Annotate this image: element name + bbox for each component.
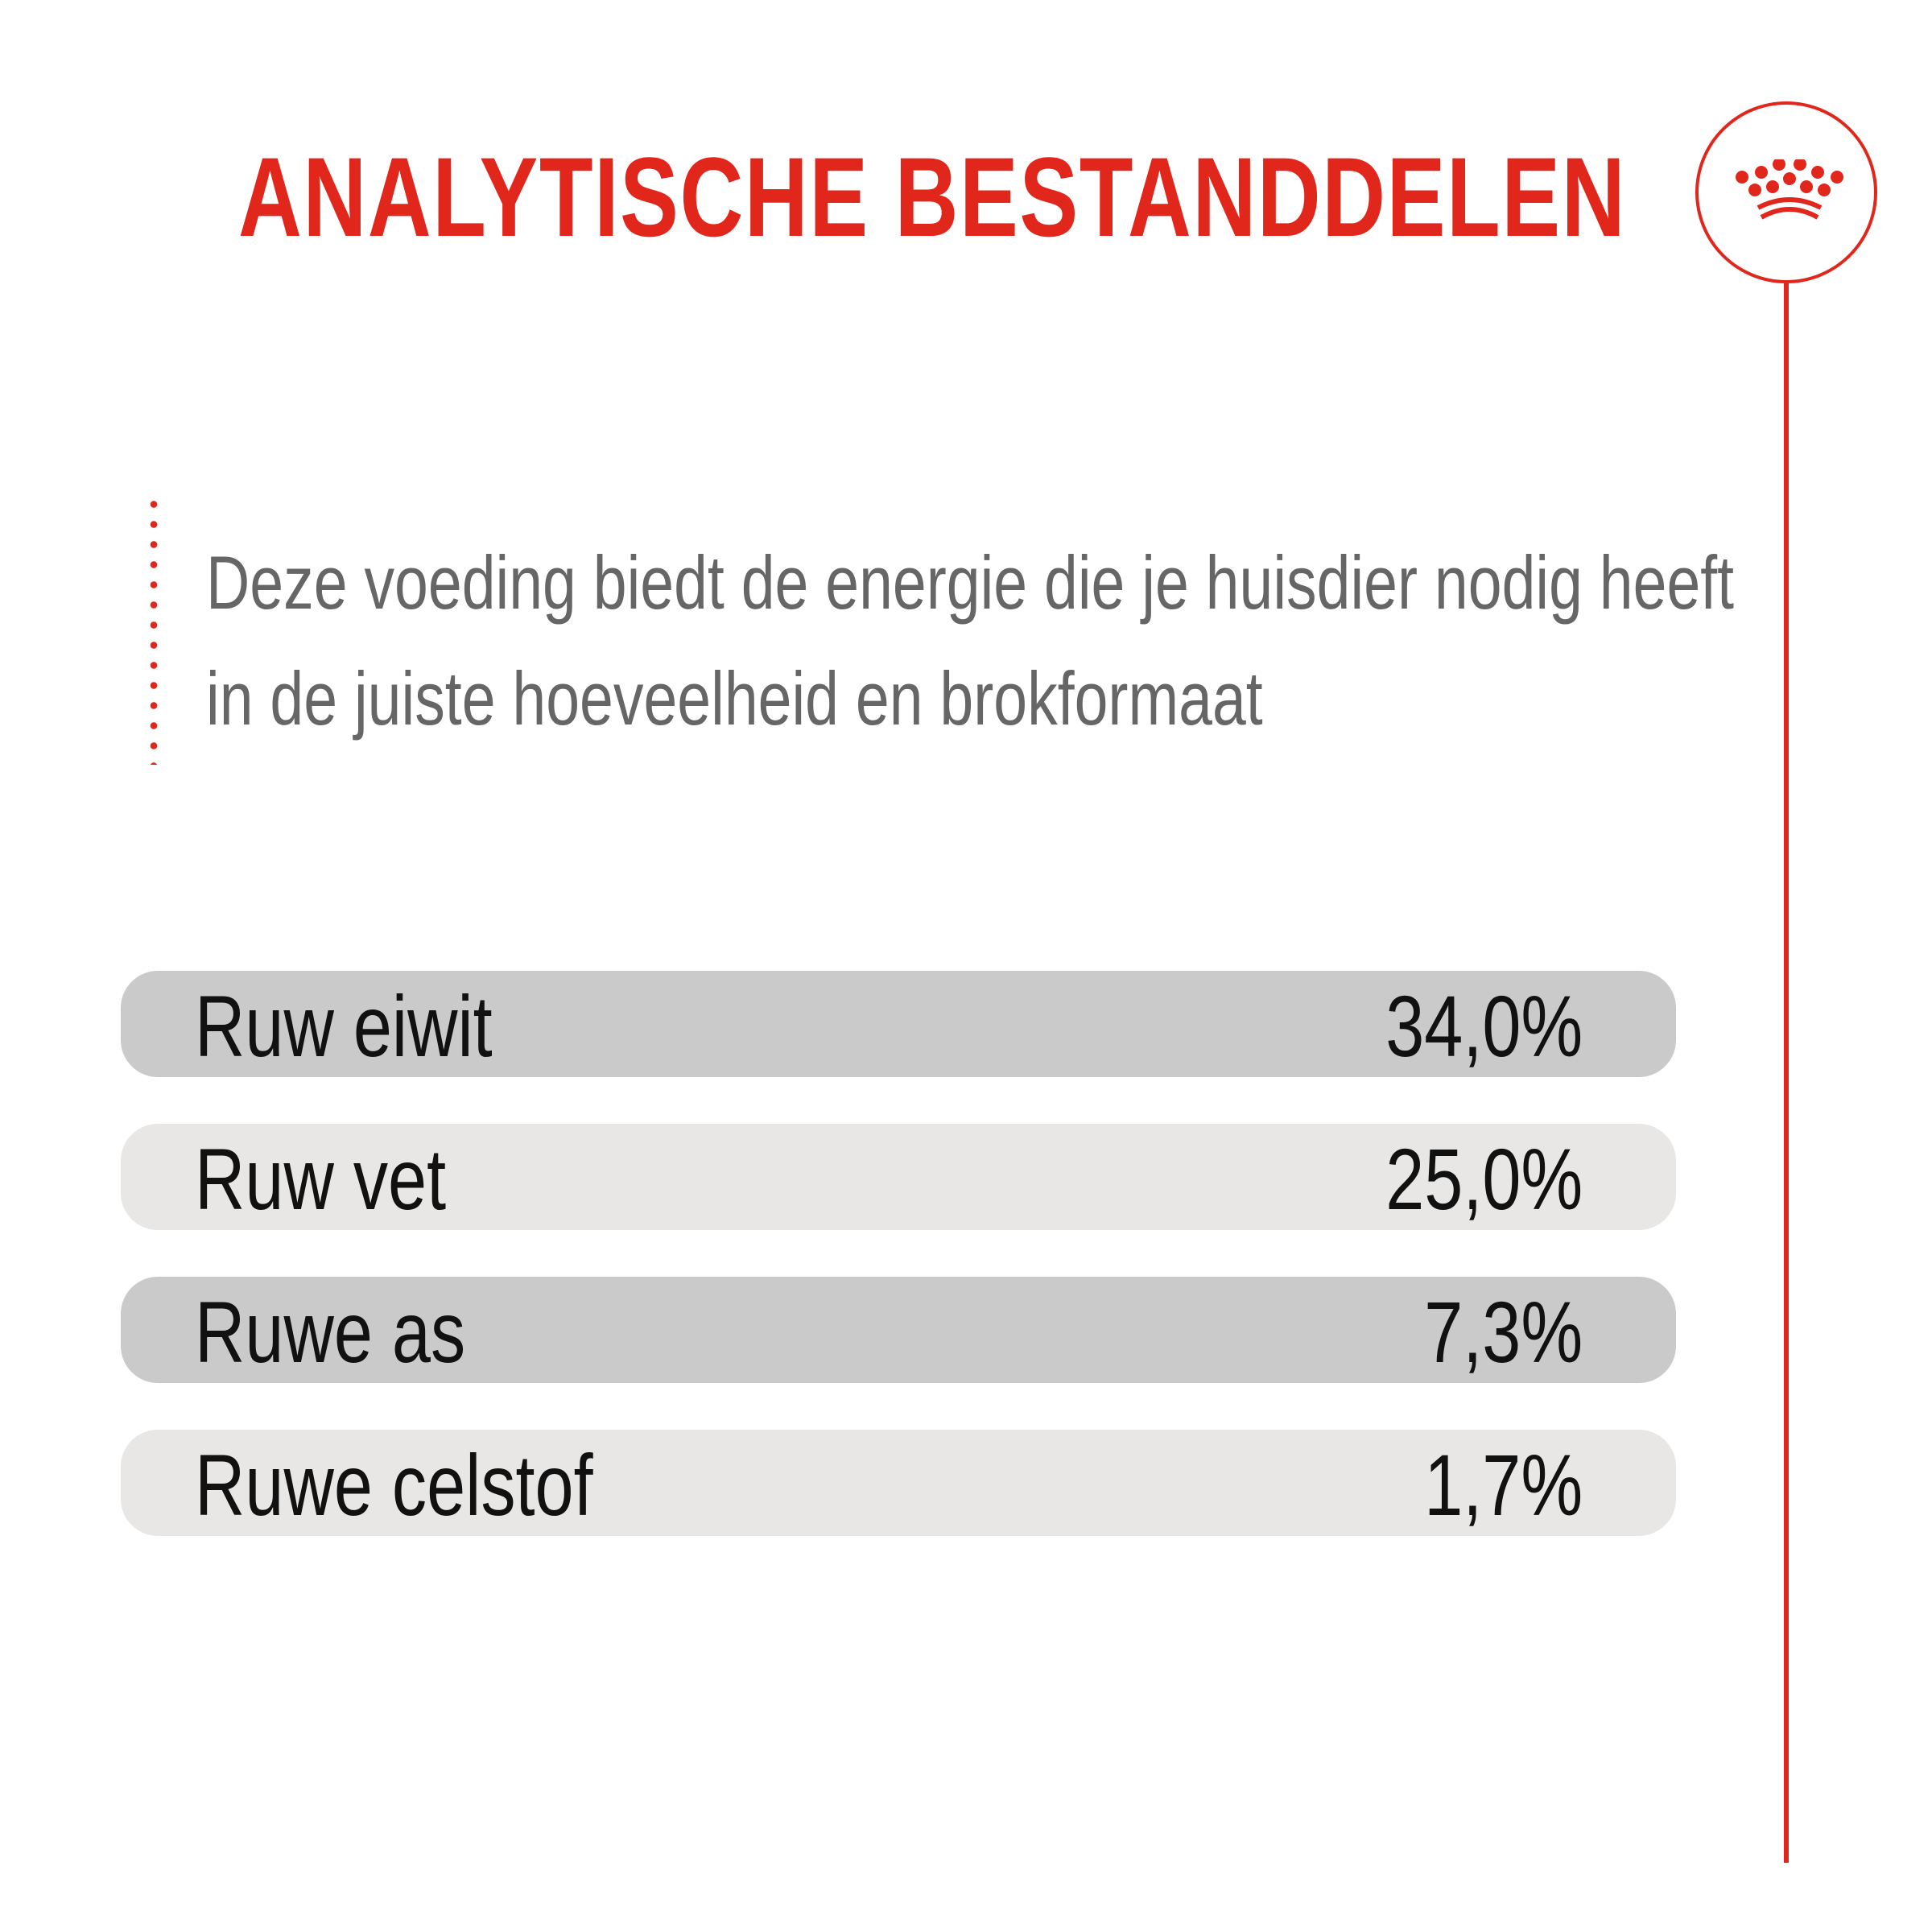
- nutrient-label: Ruwe celstof: [195, 1436, 593, 1534]
- nutrient-label: Ruw eiwit: [195, 977, 493, 1075]
- nutrient-row-protein: Ruw eiwit 34,0%: [121, 971, 1676, 1077]
- intro-line-1: Deze voeding biedt de energie die je hui…: [206, 540, 1735, 625]
- nutrient-label: Ruwe as: [195, 1283, 466, 1381]
- nutrient-label: Ruw vet: [195, 1130, 447, 1228]
- vertical-accent-line: [1784, 283, 1789, 1863]
- intro-text: Deze voeding biedt de energie die je hui…: [206, 525, 1735, 757]
- nutrient-value: 34,0%: [1385, 977, 1583, 1075]
- nutrient-value: 1,7%: [1424, 1436, 1583, 1534]
- nutrient-row-fat: Ruw vet 25,0%: [121, 1124, 1676, 1230]
- crown-icon: [1736, 159, 1843, 220]
- nutrient-value: 25,0%: [1385, 1130, 1583, 1228]
- brand-logo: [1695, 101, 1877, 283]
- nutrient-row-fibre: Ruwe celstof 1,7%: [121, 1430, 1676, 1536]
- intro-line-2: in de juiste hoeveelheid en brokformaat: [206, 656, 1263, 741]
- dotted-divider: [150, 494, 158, 765]
- page-title: ANALYTISCHE BESTANDDELEN: [238, 134, 1627, 260]
- nutrient-row-ash: Ruwe as 7,3%: [121, 1277, 1676, 1383]
- nutrient-table: Ruw eiwit 34,0% Ruw vet 25,0% Ruwe as 7,…: [121, 971, 1676, 1583]
- nutrient-value: 7,3%: [1424, 1283, 1583, 1381]
